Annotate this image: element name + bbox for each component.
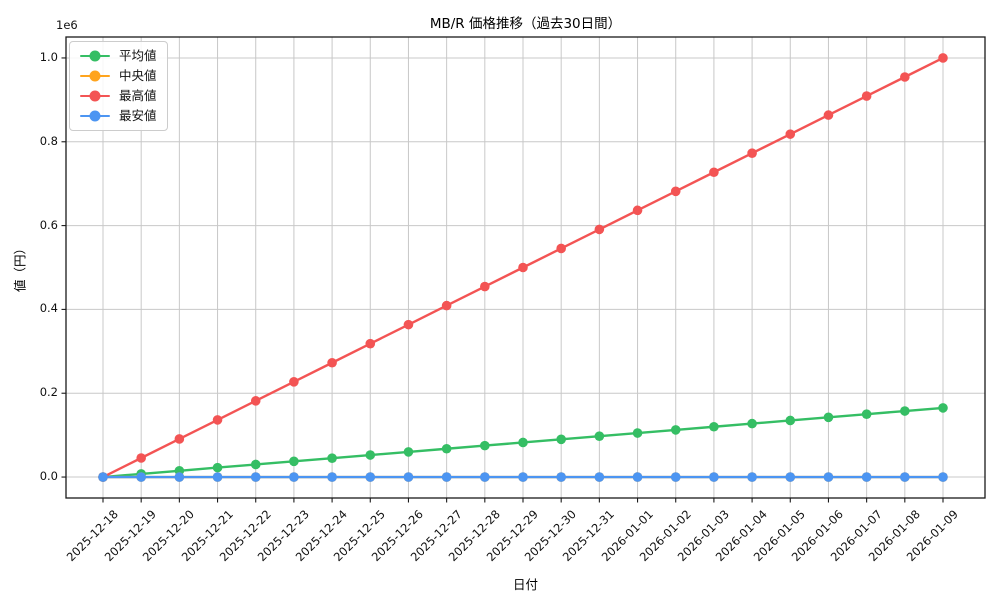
min-dot-icon — [89, 110, 101, 122]
data-point-平均値 — [632, 428, 643, 438]
y-axis-label: 値（円） — [12, 241, 28, 293]
data-point-最高値 — [327, 357, 337, 368]
data-point-平均値 — [594, 431, 605, 441]
y-tick-label: 0.0 — [39, 469, 58, 484]
data-point-最高値 — [594, 224, 605, 235]
data-point-最高値 — [480, 281, 490, 292]
data-point-最安値 — [250, 472, 261, 482]
legend-item-mean: 平均値 — [80, 48, 157, 64]
data-point-平均値 — [403, 447, 414, 457]
data-point-平均値 — [785, 415, 796, 426]
data-point-最高値 — [670, 186, 681, 197]
max-dot-icon — [89, 90, 101, 102]
plot-border — [65, 36, 986, 499]
data-point-最高値 — [365, 338, 376, 349]
median-line-swatch — [80, 70, 110, 82]
data-point-最高値 — [938, 53, 948, 63]
y-tick-label: 0.8 — [39, 133, 58, 148]
data-point-平均値 — [938, 403, 948, 413]
y-tick-label: 1.0 — [39, 49, 58, 64]
data-point-最安値 — [174, 472, 185, 482]
data-point-最安値 — [480, 472, 490, 482]
data-point-最安値 — [900, 472, 910, 482]
legend-label-mean: 平均値 — [119, 48, 157, 63]
data-point-平均値 — [556, 434, 566, 445]
chart-title: MB/R 価格推移（過去30日間） — [429, 16, 622, 32]
data-point-最高値 — [174, 434, 185, 444]
x-axis-label: 日付 — [512, 577, 538, 592]
y-tick-label: 0.4 — [39, 301, 58, 316]
data-point-最安値 — [327, 472, 337, 482]
data-point-最高値 — [212, 415, 223, 425]
data-point-最安値 — [289, 472, 299, 482]
legend: 平均値 中央値 最高値 最安値 — [69, 41, 168, 131]
data-point-平均値 — [823, 412, 834, 423]
data-point-平均値 — [900, 406, 910, 416]
max-line-swatch — [80, 90, 110, 102]
data-point-最高値 — [709, 167, 719, 178]
data-point-最安値 — [441, 472, 452, 482]
data-point-最安値 — [709, 472, 719, 482]
data-point-最安値 — [594, 472, 605, 482]
data-point-最安値 — [518, 472, 528, 482]
data-point-最高値 — [747, 148, 757, 159]
legend-label-max: 最高値 — [119, 88, 157, 103]
legend-item-max: 最高値 — [80, 88, 157, 104]
data-point-平均値 — [250, 459, 261, 470]
data-point-最高値 — [861, 91, 872, 101]
y-tick-label: 0.6 — [39, 217, 58, 232]
legend-label-min: 最安値 — [119, 108, 157, 123]
data-point-平均値 — [709, 421, 719, 432]
data-point-最安値 — [823, 472, 834, 482]
data-point-最安値 — [556, 472, 566, 482]
data-point-平均値 — [861, 409, 872, 419]
data-point-最安値 — [861, 472, 872, 482]
data-point-最高値 — [900, 72, 910, 82]
data-point-最高値 — [289, 376, 299, 387]
data-point-最高値 — [441, 300, 452, 311]
data-point-最高値 — [632, 205, 643, 216]
data-point-最安値 — [670, 472, 681, 482]
mean-dot-icon — [89, 50, 101, 62]
data-point-最安値 — [98, 472, 108, 482]
data-point-最高値 — [403, 319, 414, 330]
data-point-最高値 — [556, 243, 566, 254]
data-point-最安値 — [747, 472, 757, 482]
data-point-最安値 — [403, 472, 414, 482]
data-point-最高値 — [136, 453, 146, 463]
data-point-最安値 — [938, 472, 948, 482]
data-point-平均値 — [441, 443, 452, 454]
data-point-最安値 — [136, 472, 146, 482]
data-point-平均値 — [289, 456, 299, 467]
data-point-平均値 — [670, 425, 681, 435]
median-dot-icon — [89, 70, 101, 82]
legend-item-min: 最安値 — [80, 108, 157, 124]
data-point-最安値 — [212, 472, 223, 482]
data-point-平均値 — [518, 437, 528, 448]
data-point-最安値 — [785, 472, 796, 482]
data-point-最安値 — [365, 472, 376, 482]
y-tick-label: 0.2 — [39, 385, 58, 400]
data-point-平均値 — [327, 453, 337, 463]
data-point-最高値 — [250, 396, 261, 406]
legend-item-median: 中央値 — [80, 68, 157, 84]
y-axis-offset-label: 1e6 — [56, 18, 78, 32]
data-point-最高値 — [518, 262, 528, 273]
data-point-最安値 — [632, 472, 643, 482]
data-point-平均値 — [480, 440, 490, 451]
data-point-平均値 — [747, 418, 757, 429]
data-point-平均値 — [212, 462, 223, 473]
min-line-swatch — [80, 110, 110, 122]
data-point-最高値 — [785, 129, 796, 139]
mean-line-swatch — [80, 50, 110, 62]
legend-label-median: 中央値 — [119, 68, 157, 83]
data-point-平均値 — [365, 450, 376, 460]
data-point-最高値 — [823, 110, 834, 120]
